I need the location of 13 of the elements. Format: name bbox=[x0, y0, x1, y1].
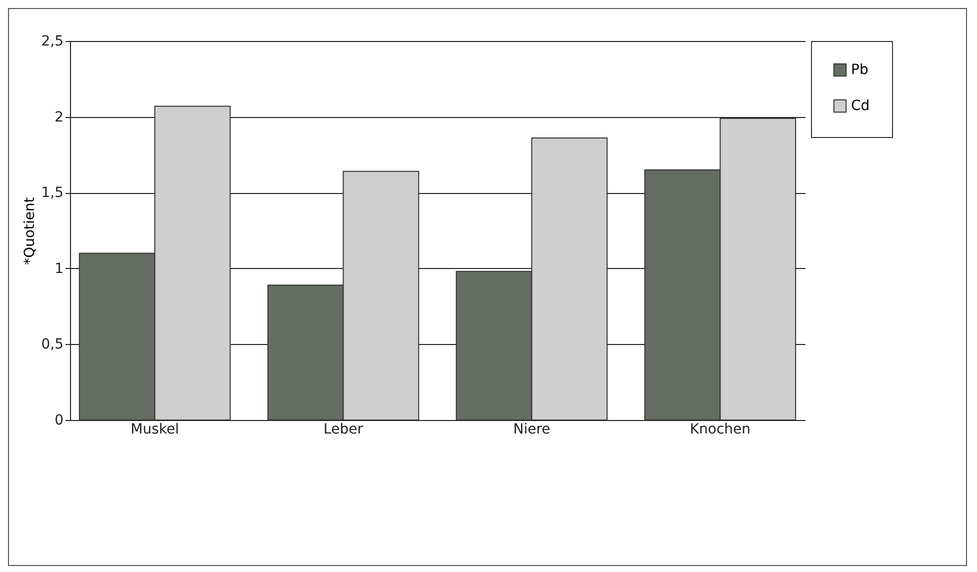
x-tick-label: Muskel bbox=[130, 422, 179, 438]
x-tick-label: Niere bbox=[513, 422, 550, 438]
y-tick-label: 1,5 bbox=[41, 185, 64, 202]
y-axis-title: *Quotient bbox=[22, 196, 38, 265]
y-tick-label: 1 bbox=[54, 260, 64, 277]
legend-label: Cd bbox=[851, 98, 870, 114]
y-tick-label: 2,5 bbox=[41, 34, 64, 50]
y-tick-label: 0,5 bbox=[41, 336, 64, 353]
x-tick-label: Leber bbox=[324, 422, 364, 438]
y-tick-label: 0 bbox=[54, 412, 64, 428]
y-tick-label: 2 bbox=[54, 109, 64, 126]
x-tick-label: Knochen bbox=[690, 422, 751, 438]
legend-label: Pb bbox=[851, 62, 868, 78]
